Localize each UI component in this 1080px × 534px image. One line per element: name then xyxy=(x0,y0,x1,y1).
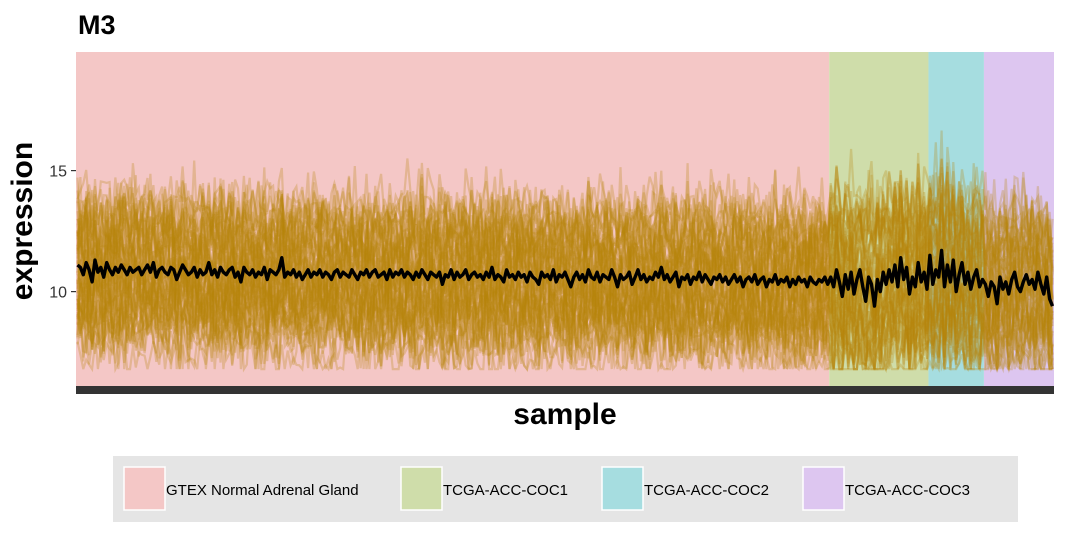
gene-trace xyxy=(76,248,1054,360)
y-tick-label: 15 xyxy=(49,164,67,181)
gene-trace xyxy=(76,276,1054,370)
gene-trace xyxy=(76,185,1054,307)
legend-key-2 xyxy=(400,466,443,511)
legend-label-3: TCGA-ACC-COC2 xyxy=(644,482,769,499)
gene-trace xyxy=(76,244,1054,348)
gene-trace xyxy=(76,259,1054,370)
gene-trace xyxy=(76,152,1054,274)
gene-trace xyxy=(76,238,1054,358)
gene-trace xyxy=(76,180,1054,298)
gene-trace xyxy=(76,160,1054,280)
legend-label-2: TCGA-ACC-COC1 xyxy=(443,482,568,499)
gene-trace xyxy=(76,252,1054,370)
gene-trace xyxy=(76,240,1054,348)
gene-trace xyxy=(76,148,1054,285)
gene-trace xyxy=(76,281,1054,373)
gene-trace xyxy=(76,130,1054,266)
gene-trace xyxy=(76,255,1054,365)
gene-trace xyxy=(76,264,1054,371)
gene-trace xyxy=(76,275,1054,374)
gene-trace xyxy=(76,231,1054,345)
gene-trace xyxy=(76,173,1054,296)
gene-trace xyxy=(76,228,1054,359)
group-band-3 xyxy=(928,52,984,386)
gene-trace xyxy=(76,171,1054,276)
legend-key-3 xyxy=(601,466,644,511)
gene-trace xyxy=(76,166,1054,263)
legend-key-1 xyxy=(123,466,166,511)
y-tick-label: 10 xyxy=(49,285,67,302)
gene-trace xyxy=(76,302,1053,374)
gene-trace xyxy=(77,287,1053,374)
x-axis-title: sample xyxy=(513,398,616,431)
gene-trace xyxy=(76,171,1054,288)
gene-trace xyxy=(76,271,1054,371)
gene-trace xyxy=(76,265,1054,370)
group-bands xyxy=(76,52,1054,386)
gene-trace xyxy=(76,278,1053,373)
chart-title: M3 xyxy=(78,10,116,40)
gene-trace xyxy=(76,175,1054,291)
group-band-4 xyxy=(983,52,1054,386)
legend-label-1: GTEX Normal Adrenal Gland xyxy=(166,482,359,499)
gene-trace xyxy=(76,214,1054,330)
gene-trace xyxy=(76,170,1054,301)
gene-trace xyxy=(76,274,1054,370)
gene-trace xyxy=(76,260,1054,359)
gene-trace xyxy=(76,255,1054,370)
y-axis-title: expression xyxy=(6,142,39,300)
group-band-2 xyxy=(829,52,929,386)
mean-line xyxy=(76,248,1055,308)
gene-trace xyxy=(76,194,1054,321)
group-band-1 xyxy=(76,52,830,386)
legend-background xyxy=(113,456,1018,522)
gene-trace xyxy=(76,159,1053,271)
gene-trace xyxy=(76,258,1054,366)
gene-trace xyxy=(76,286,1054,374)
y-axis: 10 15 xyxy=(49,164,76,302)
gene-trace xyxy=(76,247,1054,361)
gene-trace xyxy=(76,264,1054,370)
gene-trace xyxy=(76,182,1054,291)
legend-key-4 xyxy=(802,466,845,511)
legend-label-4: TCGA-ACC-COC3 xyxy=(845,482,970,499)
gene-trace xyxy=(76,184,1054,305)
legend: GTEX Normal Adrenal Gland TCGA-ACC-COC1 TC… xyxy=(113,456,1018,522)
gene-trace xyxy=(76,162,1054,287)
sample-axis-strip xyxy=(76,386,1054,394)
